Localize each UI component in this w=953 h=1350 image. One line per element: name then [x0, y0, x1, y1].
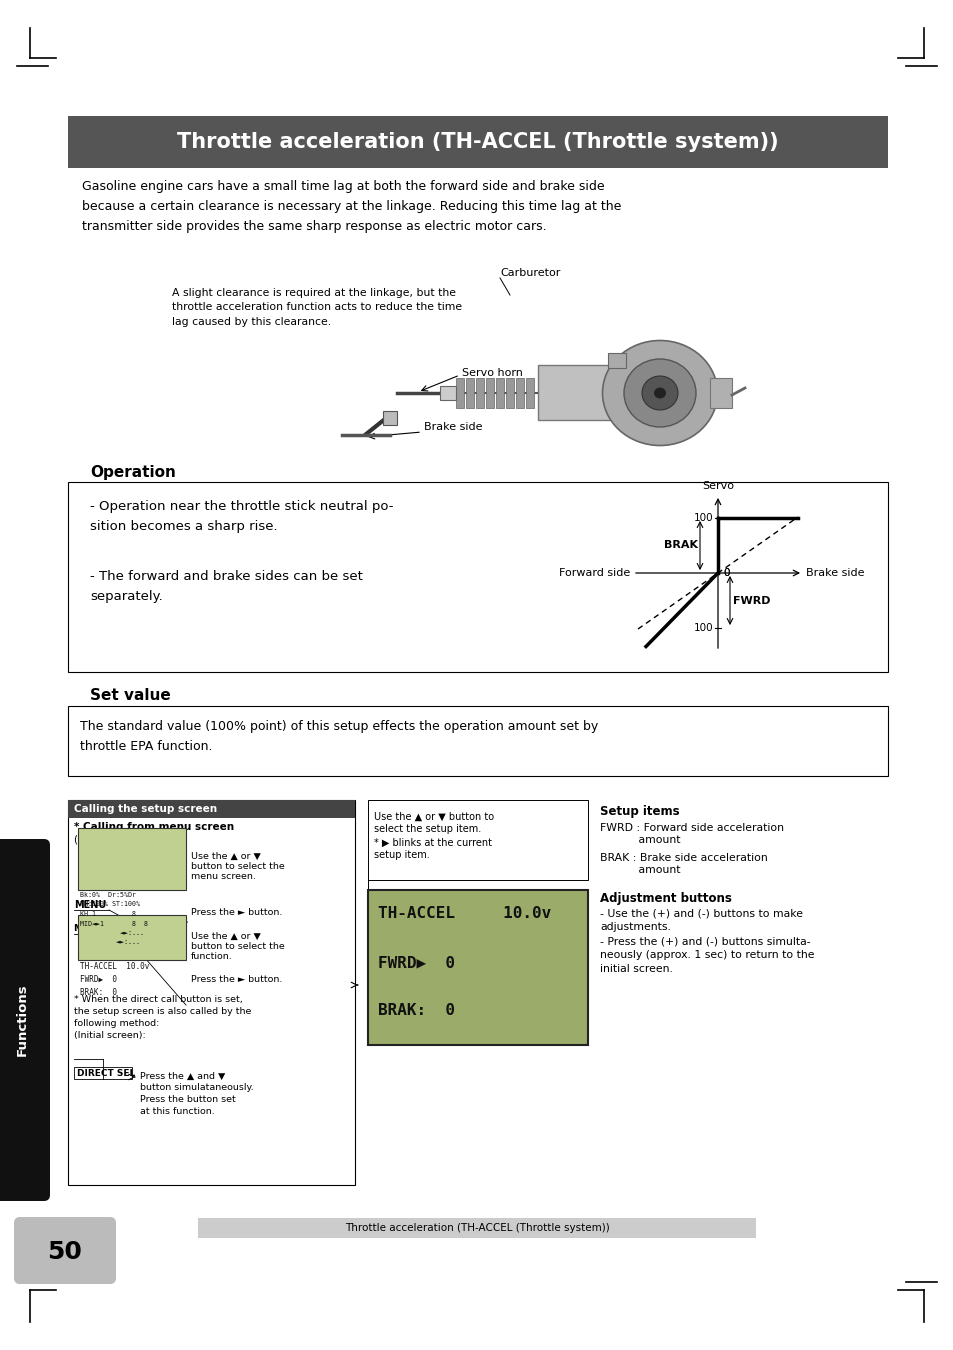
Text: 100: 100 [693, 622, 712, 633]
Text: Throttle acceleration (TH-ACCEL (Throttle system)): Throttle acceleration (TH-ACCEL (Throttl… [344, 1223, 609, 1233]
Text: 100: 100 [693, 513, 712, 522]
Bar [78, 828, 186, 890]
Text: BRAK:  0: BRAK: 0 [377, 1003, 455, 1018]
Text: FWRD : Forward side acceleration: FWRD : Forward side acceleration [599, 824, 783, 833]
Text: FWRD▶  0: FWRD▶ 0 [377, 954, 455, 971]
Text: KH 1         8: KH 1 8 [80, 911, 136, 917]
Text: amount: amount [599, 836, 679, 845]
Text: Throttle acceleration (TH-ACCEL (Throttle system)): Throttle acceleration (TH-ACCEL (Throttl… [177, 132, 778, 153]
Text: amount: amount [599, 865, 679, 875]
Text: A slight clearance is required at the linkage, but the
throttle acceleration fun: A slight clearance is required at the li… [172, 288, 461, 327]
Text: button to select the: button to select the [191, 942, 284, 950]
Text: Brake side: Brake side [423, 423, 482, 432]
Bar [485, 378, 494, 408]
Text: * Calling from menu screen: * Calling from menu screen [74, 822, 233, 832]
Text: TH-ACCEL  10.0v: TH-ACCEL 10.0v [80, 963, 150, 971]
Text: Functions: Functions [15, 984, 29, 1056]
Text: Servo: Servo [701, 481, 733, 491]
Text: TH:100% ST:100%: TH:100% ST:100% [80, 902, 140, 907]
Text: setup item.: setup item. [374, 850, 429, 860]
Text: - Press the (+) and (-) buttons simulta-: - Press the (+) and (-) buttons simulta- [599, 936, 810, 946]
Text: BRAK:  0: BRAK: 0 [80, 988, 117, 998]
Bar [496, 378, 503, 408]
Text: MENU: MENU [74, 900, 106, 910]
Bar [382, 410, 396, 425]
Bar [465, 378, 474, 408]
Text: Press the ► button.: Press the ► button. [191, 975, 282, 984]
Bar [68, 482, 887, 672]
Bar [476, 378, 483, 408]
Text: neously (approx. 1 sec) to return to the: neously (approx. 1 sec) to return to the [599, 950, 814, 960]
Bar [68, 801, 355, 818]
Text: Setup items: Setup items [599, 805, 679, 818]
Text: menu screen.: menu screen. [191, 872, 255, 882]
Text: The standard value (100% point) of this setup effects the operation amount set b: The standard value (100% point) of this … [80, 720, 598, 753]
Text: adjustments.: adjustments. [599, 922, 670, 931]
Bar [709, 378, 731, 408]
Ellipse shape [623, 359, 696, 427]
Text: FWRD: FWRD [732, 595, 770, 606]
Bar [368, 890, 587, 1045]
Bar [505, 378, 514, 408]
Bar [368, 801, 587, 880]
Ellipse shape [654, 387, 665, 398]
Text: ◄►:...: ◄►:... [80, 940, 140, 945]
Text: Press the ► button.: Press the ► button. [191, 909, 282, 917]
Bar [607, 352, 625, 369]
Bar [74, 1066, 132, 1079]
Text: Servo horn: Servo horn [461, 369, 522, 378]
Text: initial screen.: initial screen. [599, 964, 672, 973]
Ellipse shape [602, 340, 717, 446]
Text: - Operation near the throttle stick neutral po-
sition becomes a sharp rise.: - Operation near the throttle stick neut… [90, 500, 393, 533]
Text: BRAK: BRAK [663, 540, 698, 551]
Text: Forward side: Forward side [558, 568, 629, 578]
Bar [439, 386, 456, 400]
Text: - The forward and brake sides can be set
separately.: - The forward and brake sides can be set… [90, 570, 362, 603]
Text: ◄►:...: ◄►:... [80, 930, 144, 936]
Bar [78, 915, 186, 960]
FancyBboxPatch shape [0, 838, 50, 1202]
Bar [68, 116, 887, 167]
FancyBboxPatch shape [14, 1216, 116, 1284]
Text: Set value: Set value [90, 688, 171, 703]
Text: Use the ▲ or ▼: Use the ▲ or ▼ [191, 852, 260, 861]
Text: TH-ACCEL     10.0v: TH-ACCEL 10.0v [377, 906, 551, 921]
Text: 50: 50 [48, 1241, 82, 1264]
Text: Calling the setup screen: Calling the setup screen [74, 805, 217, 814]
Bar [537, 364, 613, 420]
Text: BRAK : Brake side acceleration: BRAK : Brake side acceleration [599, 853, 767, 863]
Ellipse shape [641, 377, 678, 410]
Text: Press the ▲ and ▼: Press the ▲ and ▼ [140, 1072, 225, 1081]
Text: Operation: Operation [90, 464, 175, 481]
Text: button to select the: button to select the [191, 863, 284, 871]
Text: MENU SELECT: MENU SELECT [74, 923, 145, 933]
Text: (Initial screen): (Initial screen) [74, 836, 149, 845]
Text: Carburetor: Carburetor [499, 269, 559, 278]
Bar [198, 1218, 755, 1238]
Bar [456, 378, 463, 408]
Text: 0: 0 [722, 568, 729, 578]
Text: function.: function. [191, 952, 233, 961]
Text: Adjustment buttons: Adjustment buttons [599, 892, 731, 904]
Text: Use the ▲ or ▼ button to: Use the ▲ or ▼ button to [374, 811, 494, 822]
Text: button simulataneously.: button simulataneously. [140, 1083, 253, 1092]
Text: DIRECT SEL: DIRECT SEL [77, 1068, 135, 1077]
Bar [68, 706, 887, 776]
Text: * ▶ blinks at the current: * ▶ blinks at the current [374, 838, 492, 848]
Text: Use the ▲ or ▼: Use the ▲ or ▼ [191, 931, 260, 941]
Bar [525, 378, 534, 408]
Bar [516, 378, 523, 408]
Text: MID◄►1       8  8: MID◄►1 8 8 [80, 921, 148, 926]
Text: 0: 0 [722, 568, 729, 578]
Text: Brake side: Brake side [805, 568, 863, 578]
Text: Gasoline engine cars have a small time lag at both the forward side and brake si: Gasoline engine cars have a small time l… [82, 180, 620, 234]
Text: Bk:0%  Dr:5%Dr: Bk:0% Dr:5%Dr [80, 892, 136, 898]
Bar [68, 801, 355, 1185]
Text: - Use the (+) and (-) buttons to make: - Use the (+) and (-) buttons to make [599, 909, 802, 918]
Text: select the setup item.: select the setup item. [374, 824, 480, 834]
Text: FWRD▶  0: FWRD▶ 0 [80, 975, 117, 984]
Text: * When the direct call button is set,
the setup screen is also called by the
fol: * When the direct call button is set, th… [74, 995, 251, 1041]
Text: Press the button set
at this function.: Press the button set at this function. [140, 1095, 235, 1116]
